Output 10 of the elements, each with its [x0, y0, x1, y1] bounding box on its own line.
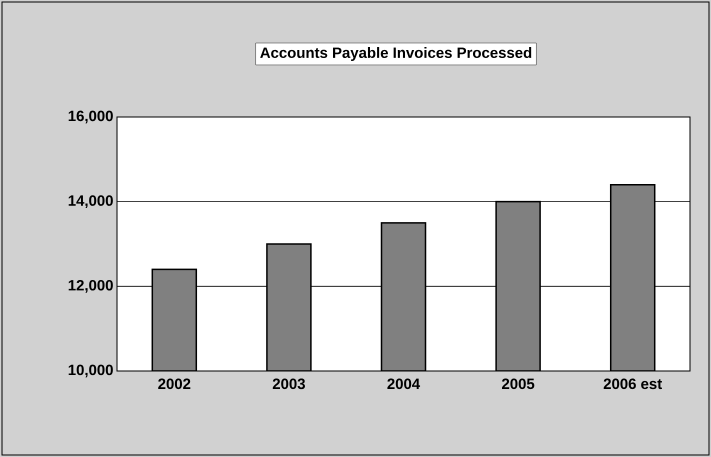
x-tick-label: 2004 [387, 378, 420, 390]
y-tick-label: 14,000 [68, 195, 113, 208]
x-tick-label: 2006 est [604, 378, 662, 390]
chart-title: Accounts Payable Invoices Processed [260, 47, 532, 61]
y-tick-label: 16,000 [68, 110, 113, 124]
y-tick-label: 10,000 [68, 364, 113, 378]
x-tick-label: 2003 [272, 378, 305, 390]
x-tick-label: 2005 [502, 378, 534, 390]
x-tick-label: 2002 [158, 378, 190, 390]
y-tick-label: 12,000 [68, 280, 113, 293]
